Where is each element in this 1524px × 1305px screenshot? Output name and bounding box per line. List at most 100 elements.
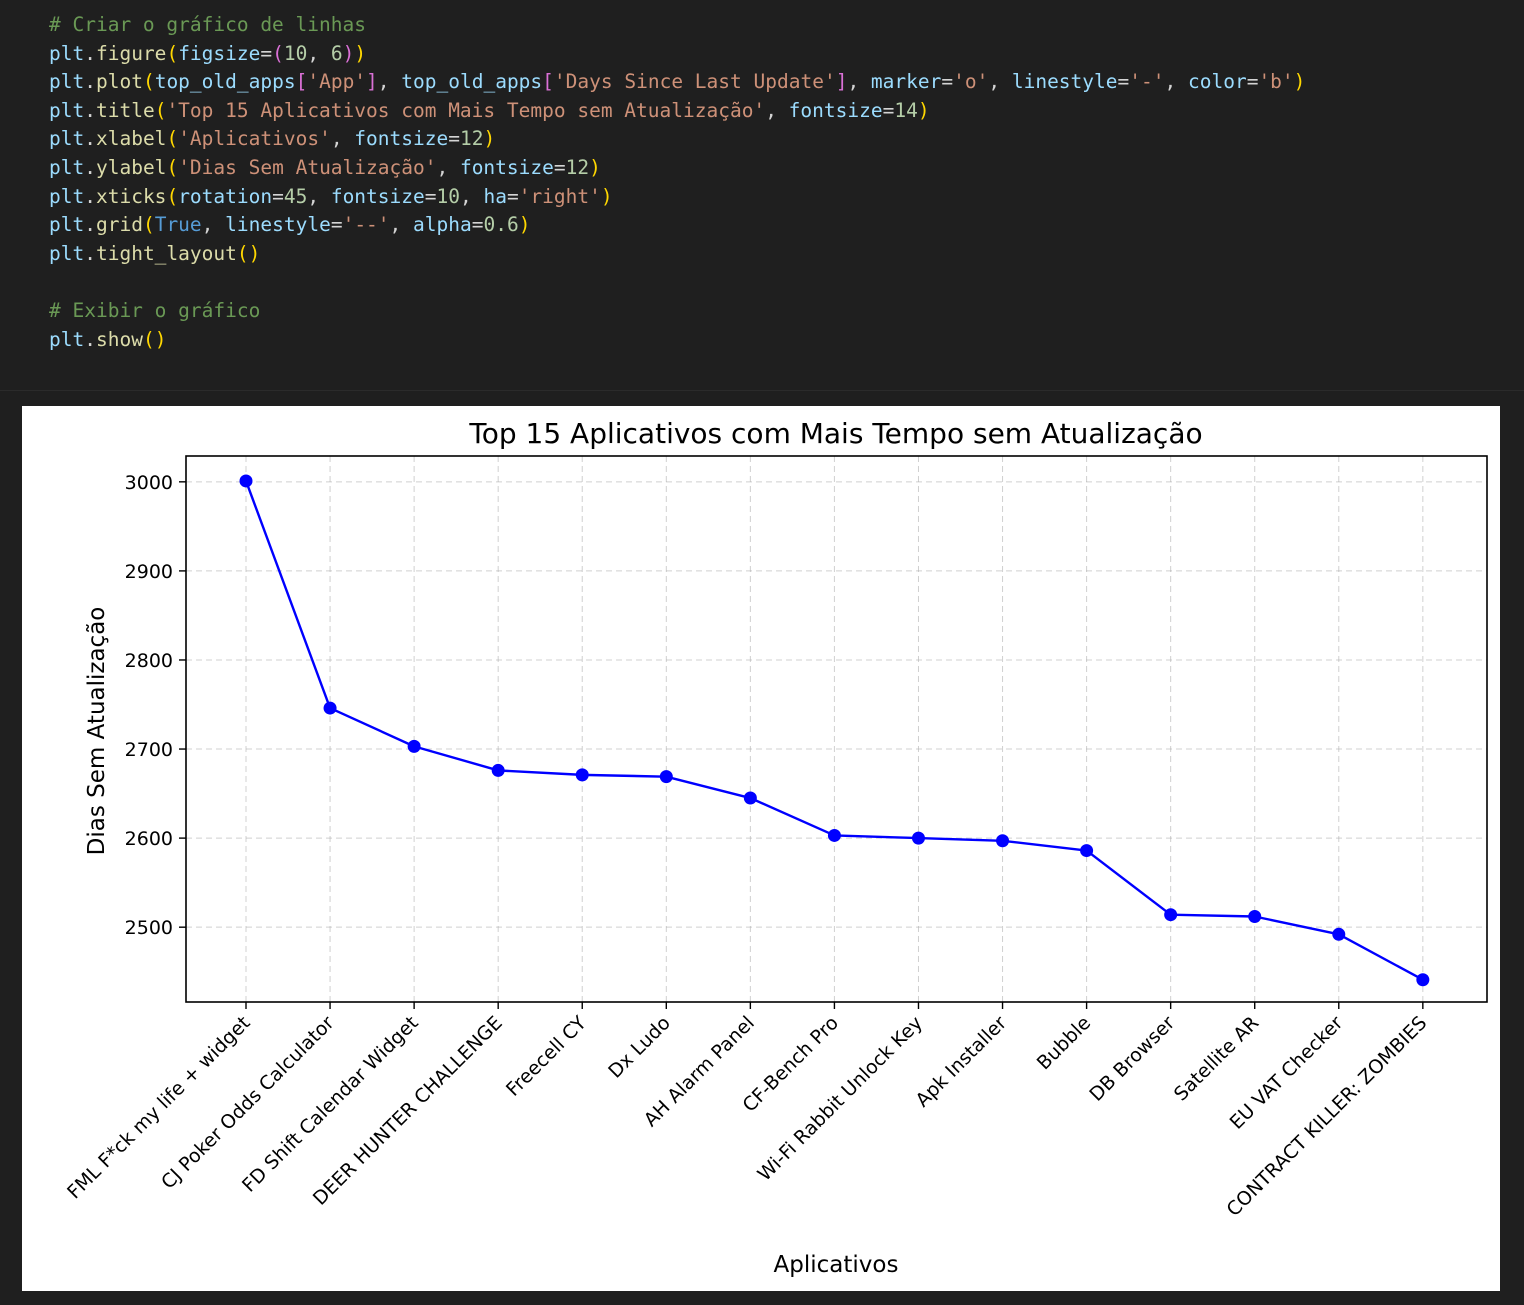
data-point-marker	[323, 701, 337, 715]
x-axis-label: Aplicativos	[774, 1252, 899, 1278]
code-token: (	[236, 241, 249, 265]
code-token: 'Dias Sem Atualização'	[178, 155, 437, 179]
code-token: ylabel	[95, 155, 167, 179]
code-token: ,	[330, 127, 355, 151]
code-token: plot	[95, 70, 143, 94]
code-token: ,	[765, 98, 789, 122]
x-tick-label: Apk Installer	[912, 1012, 1012, 1112]
code-token: title	[95, 98, 155, 122]
code-token: 12	[565, 155, 590, 179]
code-token: # Exibir o gráfico	[49, 298, 261, 322]
code-cell[interactable]: # Criar o gráfico de linhas plt.figure(fi…	[0, 0, 1524, 391]
data-point-marker	[1416, 973, 1430, 987]
data-point-marker	[1248, 909, 1262, 923]
data-point-marker	[827, 828, 841, 842]
code-token: plt	[49, 70, 85, 94]
code-token: ,	[1164, 70, 1188, 94]
code-token: 45	[283, 184, 308, 208]
code-token: )	[518, 213, 531, 237]
code-token: plt	[49, 127, 85, 151]
code-token: (	[154, 98, 167, 122]
code-token: )	[917, 98, 930, 122]
code-editor[interactable]: # Criar o gráfico de linhas plt.figure(fi…	[49, 11, 1305, 354]
code-token: fontsize	[354, 127, 449, 151]
code-token: (	[142, 213, 155, 237]
code-token: )	[1293, 70, 1306, 94]
code-token: True	[154, 213, 202, 237]
line-chart: Top 15 Aplicativos com Mais Tempo sem At…	[63, 417, 1488, 1278]
code-token: 'Aplicativos'	[178, 127, 331, 151]
code-token: 'b'	[1258, 70, 1294, 94]
code-token: color	[1187, 70, 1247, 94]
code-token: ,	[436, 155, 460, 179]
code-token: =	[448, 127, 460, 151]
data-point-marker	[491, 763, 505, 777]
code-token: marker	[870, 70, 942, 94]
code-token: )	[248, 241, 261, 265]
grid-lines	[186, 456, 1487, 1002]
code-token: ,	[307, 41, 331, 65]
x-tick-label: Satellite AR	[1170, 1012, 1263, 1105]
code-token: figsize	[178, 41, 261, 65]
code-token: 'Top 15 Aplicativos com Mais Tempo sem A…	[166, 98, 766, 122]
code-token: (	[166, 155, 179, 179]
chart-title: Top 15 Aplicativos com Mais Tempo sem At…	[468, 417, 1202, 450]
x-tick-label: CJ Poker Odds Calculator	[157, 1012, 339, 1194]
code-token: plt	[49, 213, 85, 237]
code-token: fontsize	[459, 155, 554, 179]
code-token: .	[84, 127, 96, 151]
code-token: .	[84, 70, 96, 94]
data-point-marker	[911, 831, 925, 845]
code-line: plt.tight_layout()	[49, 240, 1305, 269]
code-line: plt.title('Top 15 Aplicativos com Mais T…	[49, 97, 1305, 126]
code-token: tight_layout	[95, 241, 237, 265]
code-token: xticks	[95, 184, 167, 208]
x-tick-label: Dx Ludo	[604, 1012, 675, 1083]
data-point-marker	[239, 474, 253, 488]
x-tick-label: FML F*ck my life + widget	[63, 1012, 254, 1203]
code-token: (	[142, 327, 155, 351]
code-token: plt	[49, 41, 85, 65]
code-token: ,	[459, 184, 484, 208]
y-tick-label: 2900	[125, 561, 173, 583]
code-token: ,	[847, 70, 871, 94]
code-token: =	[471, 213, 484, 237]
code-token: linestyle	[225, 213, 331, 237]
y-axis-label: Dias Sem Atualização	[84, 607, 110, 856]
code-token: .	[84, 184, 96, 208]
code-token: show	[95, 327, 143, 351]
code-token: 'right'	[518, 184, 601, 208]
x-tick-label: Freecell CY	[502, 1012, 591, 1101]
code-token: =	[272, 184, 284, 208]
data-point-marker	[575, 768, 589, 782]
data-point-marker	[1332, 927, 1346, 941]
x-tick-label: DB Browser	[1085, 1012, 1179, 1106]
y-tick-label: 2700	[125, 739, 173, 761]
code-token: grid	[95, 213, 143, 237]
data-point-marker	[659, 770, 673, 784]
code-token: (	[142, 70, 155, 94]
code-line	[49, 268, 1305, 297]
data-point-marker	[743, 791, 757, 805]
data-point-marker	[996, 834, 1010, 848]
data-point-marker	[1080, 844, 1094, 858]
code-token: .	[84, 155, 96, 179]
code-token: =	[1246, 70, 1259, 94]
code-token: =	[260, 41, 273, 65]
code-token: ,	[389, 213, 414, 237]
code-token: top_old_apps	[154, 70, 296, 94]
code-token: [	[295, 70, 308, 94]
matplotlib-figure: Top 15 Aplicativos com Mais Tempo sem At…	[22, 406, 1500, 1291]
code-token: 'App'	[307, 70, 367, 94]
y-tick-label: 3000	[125, 472, 173, 494]
code-token: 10	[283, 41, 308, 65]
code-token: '--'	[342, 213, 390, 237]
code-line: plt.grid(True, linestyle='--', alpha=0.6…	[49, 211, 1305, 240]
code-token: top_old_apps	[401, 70, 543, 94]
code-line: # Exibir o gráfico	[49, 297, 1305, 326]
code-token: .	[84, 241, 96, 265]
y-tick-label: 2600	[125, 828, 173, 850]
code-token: 6	[330, 41, 343, 65]
code-token: ]	[366, 70, 378, 94]
